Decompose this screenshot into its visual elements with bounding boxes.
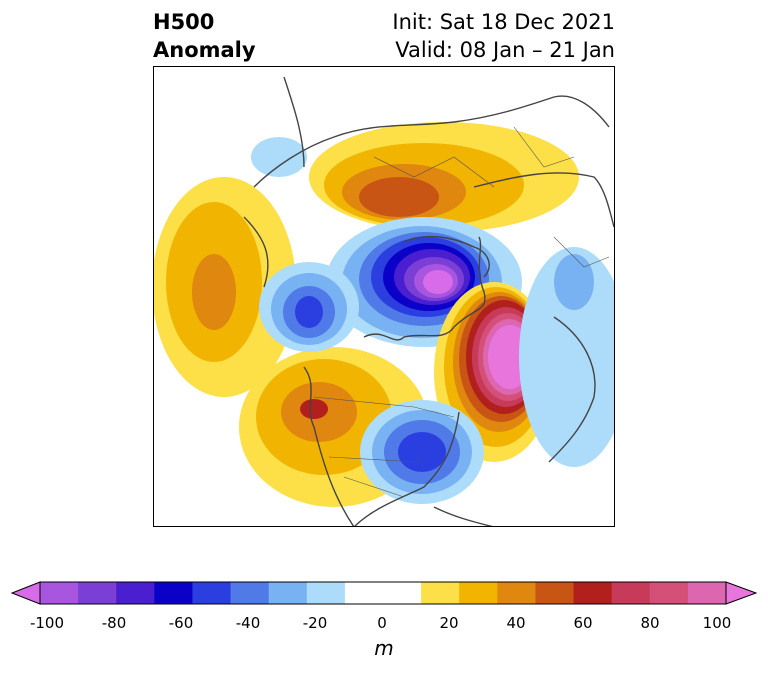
colorbar-bin bbox=[40, 582, 79, 604]
colorbar-tick-label: 40 bbox=[506, 614, 526, 632]
colorbar-bin bbox=[230, 582, 270, 604]
valid-dates: Valid: 08 Jan – 21 Jan bbox=[395, 38, 615, 62]
colorbar-tick-label: -60 bbox=[168, 614, 194, 632]
colorbar-extend-high bbox=[725, 581, 758, 605]
europe-negative-anomaly bbox=[519, 247, 614, 467]
colorbar-tick-label: -100 bbox=[29, 614, 65, 632]
map-canvas bbox=[154, 76, 614, 526]
eurasia-positive-anomaly bbox=[309, 122, 579, 232]
colorbar-tick-label: 80 bbox=[640, 614, 660, 632]
political-borders bbox=[313, 126, 610, 498]
colorbar-tick-label: 20 bbox=[439, 614, 459, 632]
colorbar-bin bbox=[535, 582, 575, 604]
colorbar-bin bbox=[611, 582, 651, 604]
map-dates: Init: Sat 18 Dec 2021 Valid: 08 Jan – 21… bbox=[300, 8, 615, 64]
small-negative-anomaly-nw bbox=[251, 137, 307, 177]
colorbar-unit: m bbox=[374, 636, 394, 660]
colorbar-bin bbox=[154, 582, 193, 604]
title-line-2: Anomaly bbox=[153, 38, 256, 62]
pacific-positive-anomaly bbox=[154, 177, 296, 397]
colorbar-bin bbox=[306, 582, 346, 604]
colorbar-bin bbox=[649, 582, 689, 604]
colorbar-tick-label: 60 bbox=[573, 614, 593, 632]
coastlines bbox=[243, 76, 614, 526]
colorbar-bin bbox=[421, 582, 460, 604]
alaska-negative-anomaly bbox=[259, 262, 359, 352]
colorbar bbox=[10, 581, 758, 605]
map-title: H500 Anomaly bbox=[153, 8, 256, 64]
title-line-1: H500 bbox=[153, 10, 215, 34]
init-date: Init: Sat 18 Dec 2021 bbox=[392, 10, 615, 34]
colorbar-tick-label: -20 bbox=[302, 614, 328, 632]
colorbar-bin bbox=[573, 582, 613, 604]
colorbar-tick-label: 100 bbox=[702, 614, 732, 632]
colorbar-tick-label: -80 bbox=[101, 614, 127, 632]
colorbar-bin bbox=[497, 582, 536, 604]
colorbar-bin bbox=[78, 582, 117, 604]
anomaly-map bbox=[153, 66, 615, 527]
colorbar-tick-label: 0 bbox=[377, 614, 387, 632]
colorbar-bin bbox=[687, 582, 727, 604]
colorbar-bin bbox=[459, 582, 498, 604]
colorbar-bin bbox=[344, 582, 422, 604]
eastern-na-negative-anomaly bbox=[360, 400, 484, 504]
colorbar-bin bbox=[192, 582, 232, 604]
colorbar-border bbox=[39, 581, 727, 605]
colorbar-tick-label: -40 bbox=[235, 614, 261, 632]
colorbar-extend-low bbox=[10, 581, 41, 605]
colorbar-bin bbox=[268, 582, 308, 604]
colorbar-bin bbox=[116, 582, 155, 604]
